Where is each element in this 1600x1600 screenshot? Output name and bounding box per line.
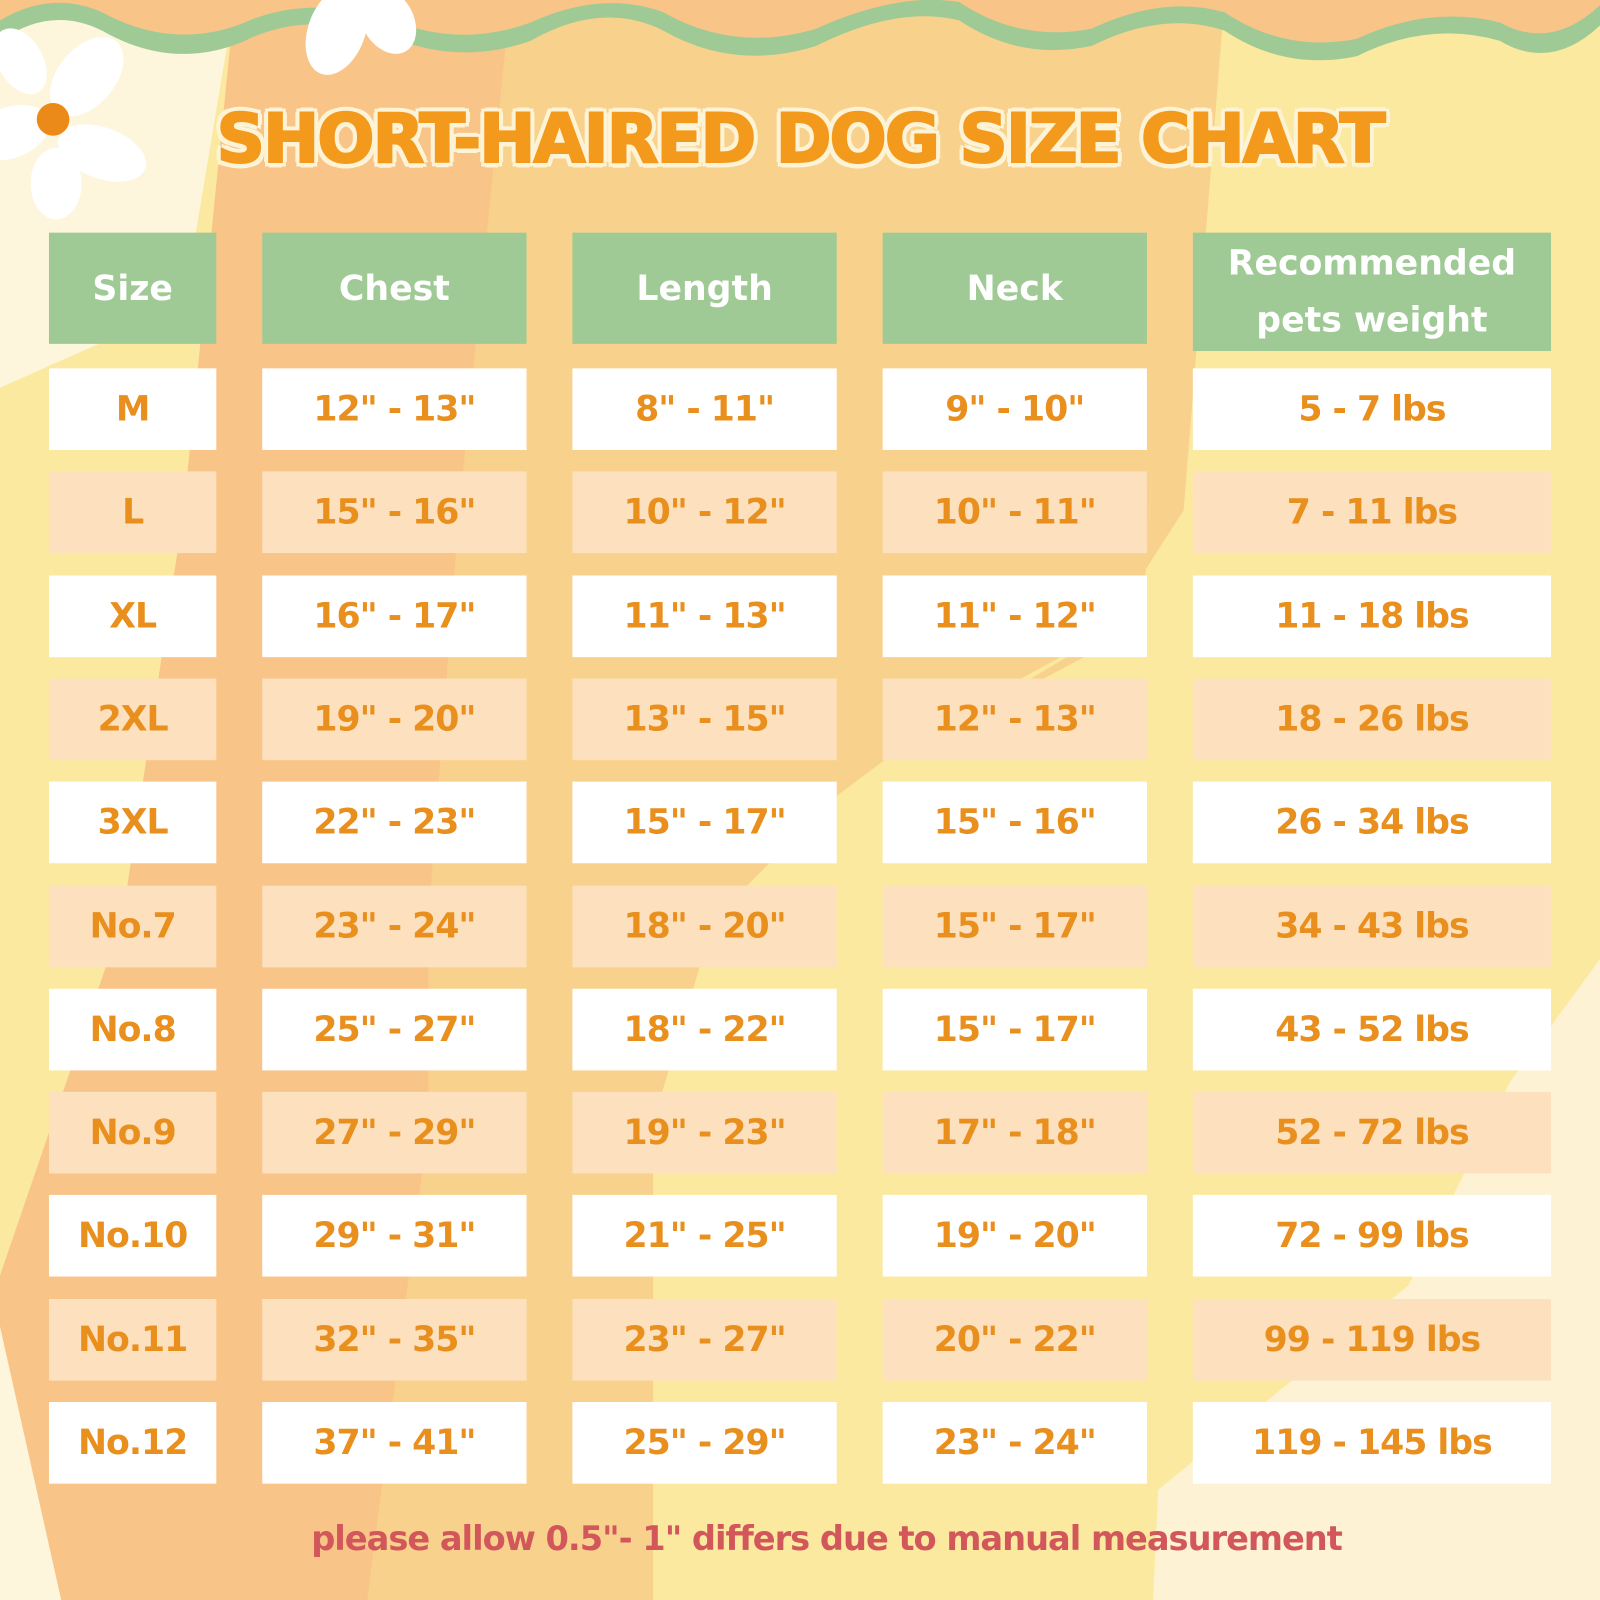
cell-size: No.8 xyxy=(48,988,217,1071)
cell-weight: 18 - 26 lbs xyxy=(1192,678,1552,761)
cell-length: 11" - 13" xyxy=(572,575,837,658)
cell-weight: 43 - 52 lbs xyxy=(1192,988,1552,1071)
cell-chest: 23" - 24" xyxy=(262,885,527,968)
cell-neck: 15" - 17" xyxy=(882,988,1147,1071)
header-length: Length xyxy=(572,232,837,344)
cell-size: M xyxy=(48,368,217,450)
cell-weight: 5 - 7 lbs xyxy=(1192,368,1552,450)
cell-size: No.11 xyxy=(48,1298,217,1381)
cell-neck: 17" - 18" xyxy=(882,1091,1147,1174)
cell-chest: 29" - 31" xyxy=(262,1194,527,1277)
cell-weight: 7 - 11 lbs xyxy=(1192,471,1552,554)
cell-neck: 15" - 16" xyxy=(882,781,1147,864)
cell-length: 18" - 22" xyxy=(572,988,837,1071)
cell-size: No.9 xyxy=(48,1091,217,1174)
cell-chest: 27" - 29" xyxy=(262,1091,527,1174)
cell-weight: 26 - 34 lbs xyxy=(1192,781,1552,864)
cell-chest: 22" - 23" xyxy=(262,781,527,864)
cell-neck: 15" - 17" xyxy=(882,885,1147,968)
cell-weight: 99 - 119 lbs xyxy=(1192,1298,1552,1381)
cell-neck: 20" - 22" xyxy=(882,1298,1147,1381)
cell-size: 2XL xyxy=(48,678,217,761)
header-chest: Chest xyxy=(262,232,527,344)
cell-chest: 32" - 35" xyxy=(262,1298,527,1381)
cell-length: 8" - 11" xyxy=(572,368,837,450)
cell-chest: 15" - 16" xyxy=(262,471,527,554)
cell-length: 10" - 12" xyxy=(572,471,837,554)
cell-chest: 16" - 17" xyxy=(262,575,527,658)
daisy-flower-icon xyxy=(0,0,417,220)
cell-length: 19" - 23" xyxy=(572,1091,837,1174)
cell-neck: 19" - 20" xyxy=(882,1194,1147,1277)
cell-size: No.12 xyxy=(48,1402,217,1484)
cell-chest: 19" - 20" xyxy=(262,678,527,761)
cell-size: No.7 xyxy=(48,885,217,968)
cell-neck: 10" - 11" xyxy=(882,471,1147,554)
cell-neck: 12" - 13" xyxy=(882,678,1147,761)
cell-length: 23" - 27" xyxy=(572,1298,837,1381)
cell-size: No.10 xyxy=(48,1194,217,1277)
cell-neck: 11" - 12" xyxy=(882,575,1147,658)
cell-size: XL xyxy=(48,575,217,658)
cell-weight: 119 - 145 lbs xyxy=(1192,1402,1552,1484)
measurement-note: please allow 0.5"- 1" differs due to man… xyxy=(311,1518,1343,1559)
cell-size: 3XL xyxy=(48,781,217,864)
header-weight: Recommended pets weight xyxy=(1192,232,1552,352)
header-size: Size xyxy=(48,232,217,344)
cell-chest: 37" - 41" xyxy=(262,1402,527,1484)
cell-weight: 34 - 43 lbs xyxy=(1192,885,1552,968)
cell-weight: 72 - 99 lbs xyxy=(1192,1194,1552,1277)
cell-length: 25" - 29" xyxy=(572,1402,837,1484)
cell-weight: 52 - 72 lbs xyxy=(1192,1091,1552,1174)
cell-chest: 12" - 13" xyxy=(262,368,527,450)
cell-neck: 23" - 24" xyxy=(882,1402,1147,1484)
cell-chest: 25" - 27" xyxy=(262,988,527,1071)
cell-size: L xyxy=(48,471,217,554)
cell-length: 21" - 25" xyxy=(572,1194,837,1277)
cell-neck: 9" - 10" xyxy=(882,368,1147,450)
cell-weight: 11 - 18 lbs xyxy=(1192,575,1552,658)
page-title: SHORT-HAIRED DOG SIZE CHART xyxy=(215,99,1386,180)
cell-length: 13" - 15" xyxy=(572,678,837,761)
cell-length: 18" - 20" xyxy=(572,885,837,968)
header-neck: Neck xyxy=(882,232,1147,344)
cell-length: 15" - 17" xyxy=(572,781,837,864)
